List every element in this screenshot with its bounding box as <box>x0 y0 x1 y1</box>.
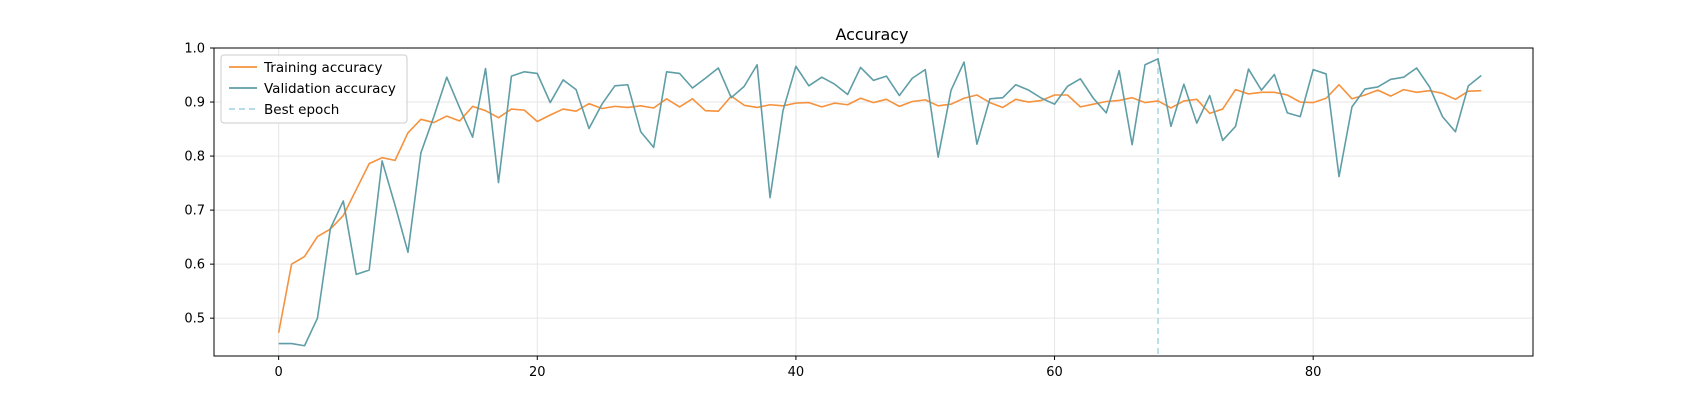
legend-best-epoch-label: Best epoch <box>264 102 339 118</box>
y-tick-label: 0.6 <box>184 258 205 273</box>
legend: Training accuracy Validation accuracy Best… <box>220 54 408 124</box>
x-tick-label: 80 <box>1305 365 1322 380</box>
y-tick-label: 0.5 <box>184 312 205 327</box>
y-tick-label: 0.7 <box>184 204 205 219</box>
tick-layer: 0 20 40 60 80 0.5 0.6 0.7 0.8 0.9 1.0 <box>184 42 1321 381</box>
y-tick-label: 0.8 <box>184 150 205 165</box>
validation-accuracy-line <box>278 58 1482 347</box>
y-tick-label: 0.9 <box>184 96 205 111</box>
chart-title: Accuracy <box>835 25 908 44</box>
x-tick-label: 40 <box>788 365 805 380</box>
plot-frame <box>213 47 1534 357</box>
y-tick-label: 1.0 <box>184 42 205 57</box>
legend-training-label: Training accuracy <box>263 60 382 76</box>
series-layer <box>277 58 1482 347</box>
x-tick-label: 60 <box>1046 365 1063 380</box>
x-tick-label: 20 <box>529 365 546 380</box>
x-tick-label: 0 <box>275 365 283 380</box>
legend-validation-label: Validation accuracy <box>264 81 396 97</box>
legend-box <box>220 54 408 124</box>
